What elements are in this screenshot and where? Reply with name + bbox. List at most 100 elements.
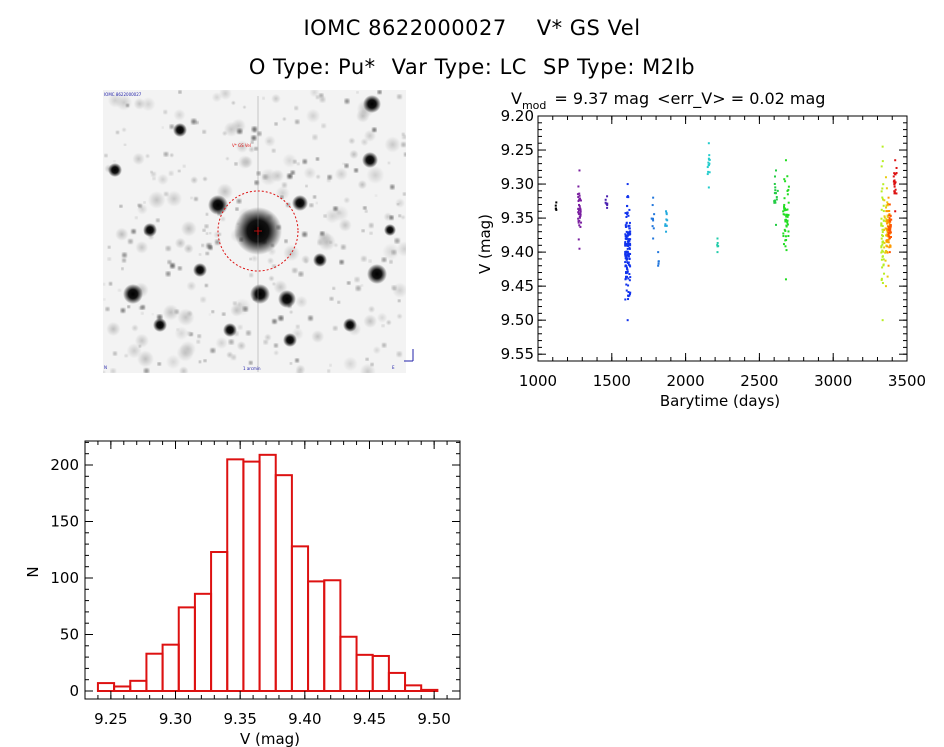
lightcurve-point <box>716 251 719 254</box>
finder-star <box>163 110 168 114</box>
lightcurve-point <box>882 250 885 253</box>
lightcurve-point <box>606 195 609 198</box>
lightcurve-point <box>784 239 787 242</box>
lightcurve-point <box>624 224 627 227</box>
lightcurve-point <box>888 235 891 238</box>
finder-bright-star <box>223 323 237 337</box>
lightcurve-point <box>626 235 629 238</box>
lightcurve-point <box>627 291 630 294</box>
finder-star <box>267 140 270 143</box>
lightcurve-point <box>625 230 628 233</box>
finder-star <box>157 362 161 366</box>
lightcurve-title-v: V <box>511 89 522 108</box>
finder-glow <box>259 168 278 186</box>
sp-type-label: SP Type: <box>542 55 635 79</box>
lightcurve-point <box>782 232 785 235</box>
lightcurve-point <box>882 198 885 201</box>
lightcurve-point <box>716 244 719 247</box>
lightcurve-point <box>624 243 627 246</box>
finder-star <box>333 326 338 331</box>
lightcurve-points <box>554 142 898 322</box>
finder-glow <box>141 97 156 112</box>
lightcurve-point <box>782 243 785 246</box>
lightcurve-point <box>627 284 630 287</box>
lightcurve-point <box>785 249 788 252</box>
lightcurve-point <box>650 217 653 220</box>
lightcurve-point <box>887 241 890 244</box>
lightcurve-point <box>884 259 887 262</box>
finder-glow <box>147 191 166 209</box>
lightcurve-point <box>895 192 898 195</box>
lightcurve-point <box>606 206 609 209</box>
lightcurve-point <box>707 157 710 160</box>
lightcurve-point <box>783 207 786 210</box>
lightcurve-point <box>785 208 788 211</box>
lightcurve-point <box>886 201 889 204</box>
finder-star <box>222 312 226 316</box>
finder-glow <box>357 179 368 190</box>
o-type-value: Pu* <box>338 55 376 79</box>
finder-star <box>263 339 268 345</box>
finder-star <box>238 325 243 330</box>
finder-star <box>333 206 338 211</box>
lightcurve-point <box>628 224 631 227</box>
finder-star <box>254 146 258 151</box>
lightcurve-point <box>554 204 557 207</box>
lightcurve-point <box>785 213 788 216</box>
lightcurve-point <box>629 244 632 247</box>
finder-glow <box>169 152 175 158</box>
lightcurve-point <box>578 213 581 216</box>
lightcurve-point <box>887 219 890 222</box>
lightcurve-title-sub: mod <box>522 99 546 112</box>
lightcurve-point <box>886 240 889 243</box>
lightcurve-point <box>628 208 631 211</box>
lightcurve-point <box>665 213 668 216</box>
finder-glow <box>348 137 356 145</box>
finder-star <box>394 238 400 244</box>
histogram-bar <box>193 592 213 693</box>
lightcurve-point <box>624 298 627 301</box>
finder-star <box>390 184 395 190</box>
lightcurve-point <box>783 209 786 212</box>
finder-star <box>124 143 127 146</box>
finder-glow <box>137 350 154 368</box>
lightcurve-point <box>628 253 631 256</box>
finder-star <box>128 238 133 244</box>
histogram-ytick-label: 150 <box>50 513 79 531</box>
lightcurve-point <box>881 145 884 148</box>
finder-star <box>278 315 284 321</box>
lightcurve-xtick-label: 1000 <box>519 372 557 390</box>
lightcurve-point <box>881 228 884 231</box>
lightcurve-point <box>884 285 887 288</box>
lightcurve-point <box>885 218 888 221</box>
lightcurve-point <box>888 213 891 216</box>
lightcurve-point <box>629 265 632 268</box>
finder-star <box>284 239 288 243</box>
finder-star <box>233 301 237 306</box>
histogram-bar <box>290 545 310 692</box>
histogram-bar <box>258 453 277 692</box>
finder-glow <box>134 333 149 348</box>
lightcurve-point <box>889 230 892 233</box>
lightcurve-point <box>888 246 891 249</box>
var-type-value: LC <box>499 55 527 79</box>
lightcurve-point <box>783 203 786 206</box>
lightcurve-point <box>786 208 789 211</box>
lightcurve-point <box>626 232 629 235</box>
finder-glow <box>236 301 243 308</box>
lightcurve-point <box>578 216 581 219</box>
finder-glow <box>305 108 321 124</box>
finder-star <box>389 260 393 264</box>
lightcurve-point <box>716 241 719 244</box>
lightcurve-point <box>652 219 655 222</box>
finder-star <box>116 130 120 134</box>
lightcurve-point <box>880 277 883 280</box>
finder-star <box>237 128 243 134</box>
lightcurve-point <box>893 181 896 184</box>
finder-glow <box>178 366 189 373</box>
lightcurve-point <box>578 247 581 250</box>
finder-glow <box>400 214 406 220</box>
lightcurve-xtick-label: 1500 <box>593 372 631 390</box>
lightcurve-point <box>555 208 558 211</box>
finder-star <box>204 224 209 229</box>
